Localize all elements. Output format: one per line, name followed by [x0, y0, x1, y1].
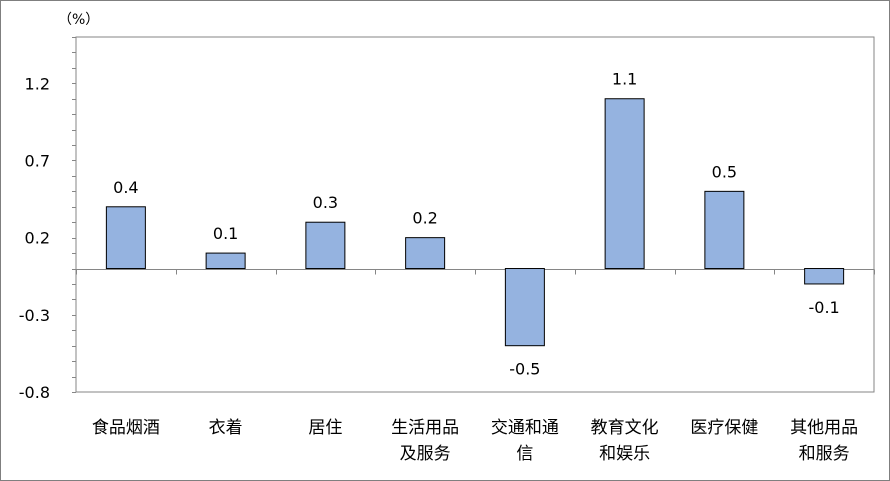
x-category-label: 及服务: [400, 444, 451, 464]
data-label: -0.1: [809, 298, 840, 317]
plot-border: [75, 36, 875, 393]
x-category-label: 和服务: [799, 444, 850, 464]
data-label: -0.5: [509, 360, 540, 379]
x-category-label: 交通和通: [491, 418, 559, 438]
data-label: 0.3: [313, 193, 338, 212]
data-label: 0.4: [113, 178, 138, 197]
x-category-label: 医疗保健: [690, 418, 758, 438]
bar: [105, 206, 146, 270]
bar: [405, 237, 446, 270]
plot-area: 1.2 0.7 0.2 -0.3 -0.8 0.4 食品烟酒 0.1 衣着 0.3 居住 0.2 生活用…: [19, 36, 875, 464]
x-category-label: 食品烟酒: [92, 418, 160, 438]
y-unit-label: （%）: [58, 12, 99, 28]
data-label: 0.1: [213, 224, 238, 243]
bar: [504, 268, 545, 347]
bar: [205, 252, 246, 270]
x-category-label: 生活用品: [391, 418, 459, 438]
data-label: 0.2: [412, 209, 437, 228]
x-category-label: 信: [516, 444, 533, 464]
bar: [305, 221, 346, 270]
bar: [804, 268, 845, 285]
x-category-label: 居住: [308, 418, 342, 438]
y-tick-label: -0.3: [19, 306, 50, 325]
x-category-label: 衣着: [209, 418, 243, 438]
data-label: 1.1: [612, 70, 637, 89]
bar: [704, 190, 745, 270]
x-category-label: 教育文化: [591, 418, 659, 438]
y-tick-label: -0.8: [19, 383, 50, 402]
y-tick-label: 1.2: [25, 74, 50, 93]
x-category-label: 和娱乐: [599, 444, 650, 464]
bar: [604, 98, 645, 270]
y-tick-label: 0.7: [25, 151, 50, 170]
x-category-label: 其他用品: [790, 418, 858, 438]
data-label: 0.5: [712, 162, 737, 181]
y-tick-label: 0.2: [25, 229, 50, 248]
